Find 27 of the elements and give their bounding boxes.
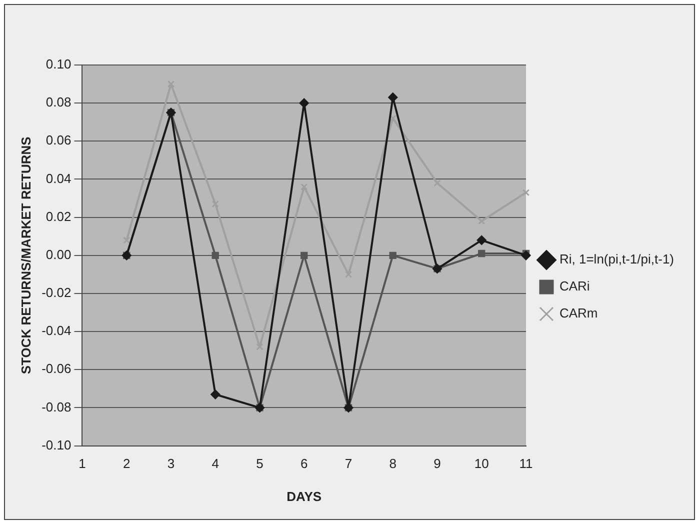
x-tick-label: 4 bbox=[212, 456, 219, 472]
legend-label: Ri, 1=ln(pi,t-1/pi,t-1) bbox=[559, 252, 674, 267]
x-tick-label: 8 bbox=[389, 456, 396, 472]
x-tick-label: 10 bbox=[474, 456, 489, 472]
legend-label: CARm bbox=[559, 306, 598, 321]
y-tick-label: -0.02 bbox=[42, 285, 72, 300]
y-tick-label: -0.06 bbox=[42, 361, 72, 376]
legend-label: CARi bbox=[559, 278, 590, 294]
y-axis-title: STOCK RETURNS/MARKET RETURNS bbox=[18, 136, 34, 374]
x-tick-label: 5 bbox=[256, 456, 264, 472]
y-tick-label: 0.02 bbox=[46, 208, 72, 224]
x-tick-label: 9 bbox=[434, 456, 441, 472]
y-tick-label: 0.00 bbox=[46, 246, 72, 262]
y-tick-label: -0.04 bbox=[42, 323, 72, 338]
y-tick-label: 0.10 bbox=[46, 56, 72, 72]
y-tick-label: 0.08 bbox=[46, 94, 72, 110]
x-tick-label: 3 bbox=[167, 456, 175, 472]
y-tick-label: 0.04 bbox=[46, 170, 72, 186]
y-tick-label: -0.10 bbox=[42, 437, 72, 452]
x-tick-label: 11 bbox=[519, 456, 533, 472]
x-axis-title: DAYS bbox=[286, 488, 322, 504]
x-tick-label: 7 bbox=[344, 456, 352, 472]
x-tick-label: 2 bbox=[122, 456, 130, 472]
y-tick-label: -0.08 bbox=[42, 399, 72, 414]
y-tick-label: 0.06 bbox=[46, 132, 72, 148]
x-tick-label: 1 bbox=[78, 456, 86, 472]
x-tick-label: 6 bbox=[300, 456, 308, 472]
